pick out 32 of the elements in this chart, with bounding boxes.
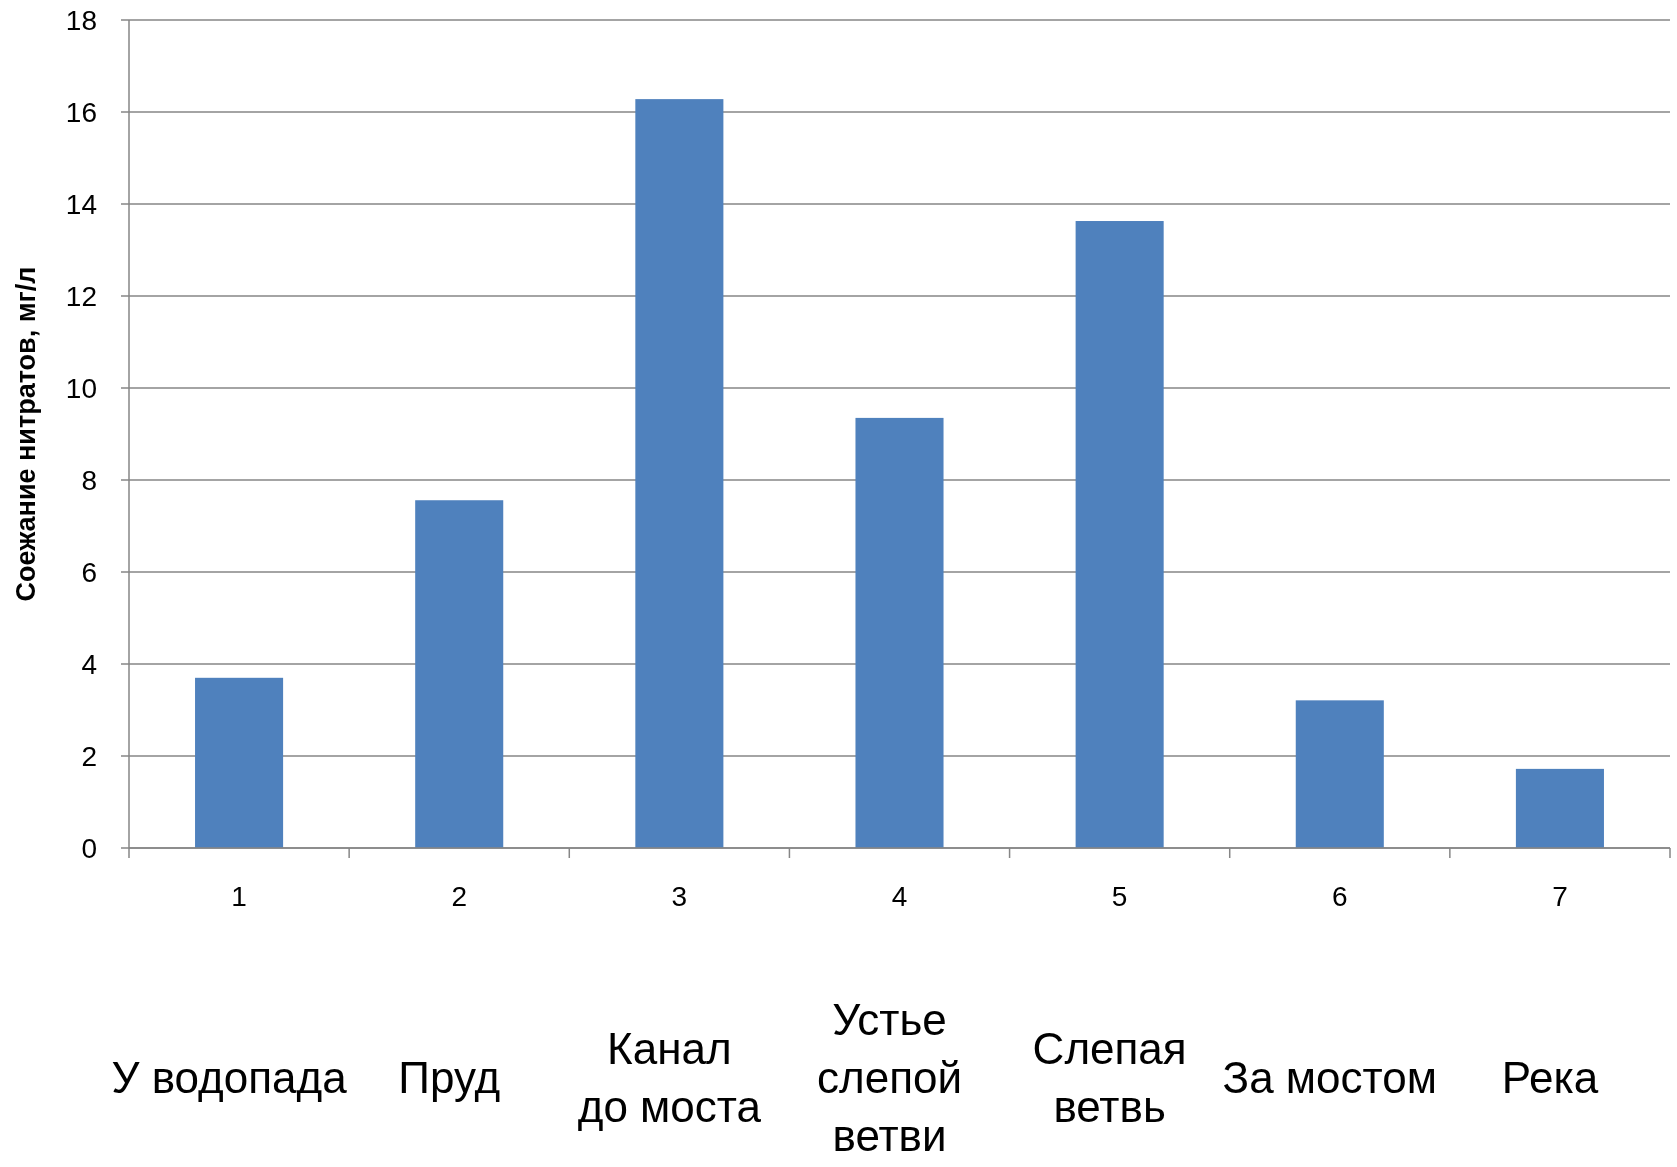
y-tick-label: 12	[65, 280, 97, 312]
y-tick-label: 4	[81, 648, 97, 680]
text: Река	[1501, 1053, 1599, 1103]
y-tick-label: 0	[81, 832, 97, 864]
y-tick-label: 6	[81, 556, 97, 588]
y-tick-label: 8	[81, 464, 97, 496]
x-tick-label: 7	[1552, 881, 1568, 912]
y-axis-title: Соежание нитратов, мг/л	[11, 266, 41, 602]
y-tick-label: 18	[65, 4, 97, 36]
text: Пруд	[398, 1053, 501, 1103]
x-tick-label: 3	[671, 881, 688, 912]
text: Канал до моста	[577, 1024, 762, 1132]
x-tick-label: 5	[1111, 881, 1128, 912]
text: У водопада	[111, 1053, 348, 1103]
x-tick-label: 6	[1332, 881, 1348, 912]
text: Устье слепой ветви	[816, 995, 963, 1161]
text: Слепая ветвь	[1032, 1024, 1187, 1132]
bar	[1295, 700, 1384, 848]
y-tick-label: 2	[81, 740, 97, 772]
bar	[415, 500, 504, 848]
bar	[635, 99, 724, 848]
x-tick-label: 4	[891, 881, 908, 912]
x-tick-label: 2	[451, 881, 467, 912]
bar	[855, 417, 944, 848]
y-tick-label: 14	[65, 188, 97, 220]
x-tick-label: 1	[231, 881, 247, 912]
y-tick-label: 16	[65, 96, 97, 128]
y-tick-label: 10	[65, 372, 97, 404]
bar	[1075, 221, 1164, 848]
text: За мостом	[1222, 1053, 1437, 1103]
bar	[1515, 768, 1604, 848]
bar	[195, 677, 284, 848]
